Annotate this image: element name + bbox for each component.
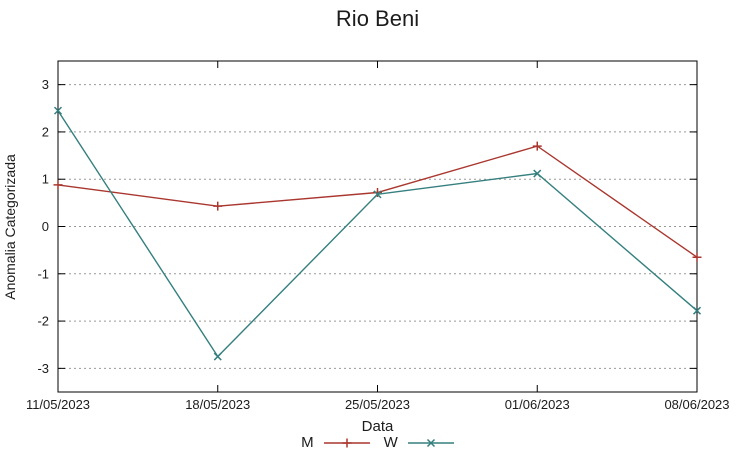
- x-tick-label: 11/05/2023: [26, 397, 90, 412]
- marker-cross-W: [373, 190, 382, 199]
- y-tick-label: -2: [37, 314, 49, 329]
- cross-marker-icon: [426, 438, 435, 447]
- x-tick-label: 18/05/2023: [185, 397, 250, 412]
- chart-title: Rio Beni: [335, 6, 420, 31]
- legend-entry-W: W: [384, 434, 454, 451]
- y-tick-label: 3: [42, 77, 49, 92]
- x-tick-label: 01/06/2023: [505, 397, 570, 412]
- y-tick-label: 2: [42, 124, 49, 139]
- legend-line-sample: [407, 438, 454, 447]
- plot-border: [57, 60, 698, 393]
- marker-plus-M: [213, 201, 223, 211]
- y-tick-label: 0: [42, 219, 49, 234]
- legend-entry-M: M: [301, 434, 370, 451]
- series-line-W: [57, 110, 698, 358]
- series-line-M: [57, 145, 698, 258]
- marker-cross-W: [213, 352, 222, 361]
- x-tick-label: 25/05/2023: [345, 397, 410, 412]
- x-axis-label: Data: [361, 418, 394, 435]
- legend-label: W: [383, 434, 398, 451]
- legend-line-sample: [323, 438, 370, 447]
- marker-cross-W: [692, 306, 702, 315]
- x-tick-label: 08/06/2023: [664, 397, 729, 412]
- marker-plus-M: [53, 180, 63, 190]
- y-tick-label: -1: [37, 266, 49, 281]
- marker-cross-W: [533, 169, 542, 178]
- marker-plus-M: [373, 187, 382, 197]
- marker-plus-M: [692, 252, 702, 262]
- marker-plus-M: [532, 141, 542, 151]
- marker-cross-W: [53, 106, 63, 115]
- y-tick-label: -3: [37, 361, 49, 376]
- y-tick-label: 1: [42, 172, 49, 187]
- legend-label: M: [301, 434, 314, 451]
- plus-marker-icon: [342, 438, 352, 447]
